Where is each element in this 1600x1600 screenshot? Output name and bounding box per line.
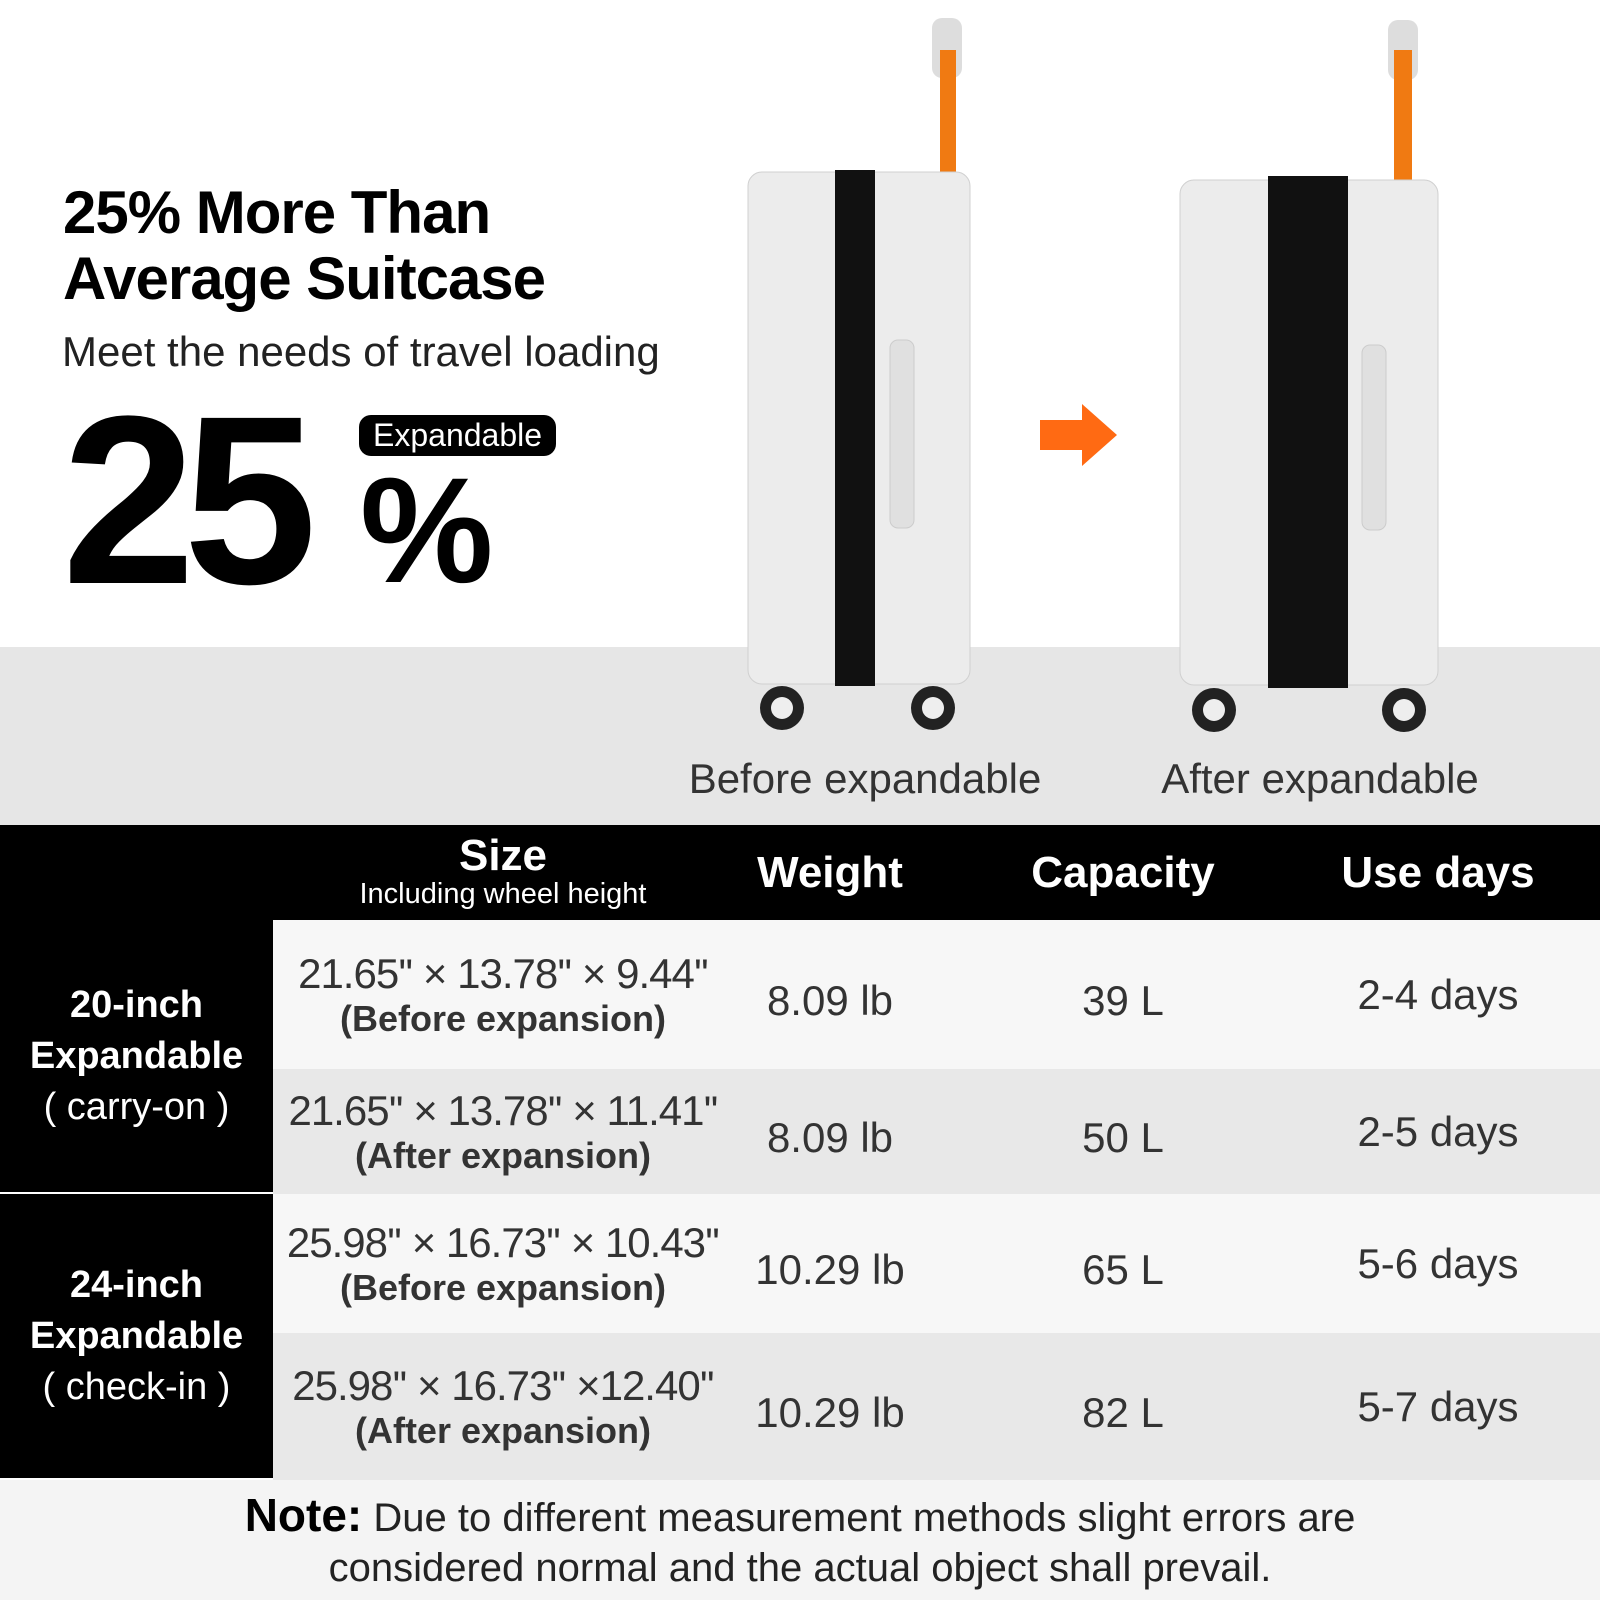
group-label: 20-inch Expandable ( carry-on ) xyxy=(0,920,273,1192)
weight: 8.09 lb xyxy=(766,976,894,1024)
table-row xyxy=(273,1069,1600,1194)
big-number: 25 xyxy=(62,366,317,634)
size-cell: 21.65'' × 13.78'' × 9.44'' (Before expans… xyxy=(278,920,728,1069)
capacity: 82 L xyxy=(1082,1388,1164,1436)
before-label: Before expandable xyxy=(688,755,1042,802)
note-text: Due to different measurement methods sli… xyxy=(373,1496,1356,1540)
title: 25% More Than Average Suitcase xyxy=(63,179,546,312)
suitcase-before xyxy=(747,18,971,730)
suitcase-after xyxy=(1179,20,1439,732)
size-cell: 25.98'' × 16.73'' × 10.43'' (Before expan… xyxy=(278,1194,728,1333)
state: (After expansion) xyxy=(354,1134,652,1176)
size: 21.65'' × 13.78'' × 11.41'' xyxy=(288,1086,718,1134)
days: 5-7 days xyxy=(1357,1382,1519,1430)
group-label-line: Expandable xyxy=(29,1314,244,1357)
group-label-line: 20-inch xyxy=(69,983,204,1026)
state: (Before expansion) xyxy=(339,1266,667,1308)
table-header xyxy=(0,825,1600,920)
arrow xyxy=(1040,404,1117,466)
note-area xyxy=(0,1480,1600,1600)
table-row xyxy=(273,920,1600,1069)
size: 25.98'' × 16.73'' ×12.40'' xyxy=(292,1361,714,1409)
subtitle: Meet the needs of travel loading xyxy=(62,328,660,375)
after-label: After expandable xyxy=(1161,755,1479,802)
state: (Before expansion) xyxy=(339,997,667,1039)
capacity: 39 L xyxy=(1082,976,1164,1024)
days: 2-4 days xyxy=(1357,970,1519,1018)
days: 5-6 days xyxy=(1357,1239,1519,1287)
weight: 8.09 lb xyxy=(766,1113,894,1161)
header-weight: Weight xyxy=(757,847,903,897)
size-cell: 25.98'' × 16.73'' ×12.40'' (After expansi… xyxy=(278,1333,728,1480)
group-label: 24-inch Expandable ( check-in ) xyxy=(0,1194,273,1478)
badge: Expandable xyxy=(359,415,557,456)
group-label-line: Expandable xyxy=(29,1034,244,1077)
group-label-line: ( check-in ) xyxy=(42,1365,231,1408)
title-line: 25% More Than xyxy=(63,179,491,246)
capacity: 50 L xyxy=(1082,1113,1164,1161)
group-label-line: 24-inch xyxy=(69,1263,204,1306)
header-size: Size xyxy=(458,831,548,880)
note-text: considered normal and the actual object … xyxy=(328,1546,1272,1590)
suitcase-illustration xyxy=(747,18,1439,732)
note-label: Note: xyxy=(244,1489,363,1541)
capacity: 65 L xyxy=(1082,1245,1164,1293)
title-line: Average Suitcase xyxy=(63,245,546,312)
header-capacity: Capacity xyxy=(1031,847,1215,897)
percent-sign: % xyxy=(360,446,494,614)
weight: 10.29 lb xyxy=(755,1245,905,1293)
table-row xyxy=(273,1333,1600,1480)
header-days: Use days xyxy=(1341,847,1535,897)
size-cell: 21.65'' × 13.78'' × 11.41'' (After expans… xyxy=(278,1069,728,1194)
header-size-note: Including wheel height xyxy=(359,878,647,910)
days: 2-5 days xyxy=(1357,1107,1519,1155)
size: 21.65'' × 13.78'' × 9.44'' xyxy=(298,949,709,997)
group-label-line: ( carry-on ) xyxy=(43,1085,230,1128)
weight: 10.29 lb xyxy=(755,1388,905,1436)
state: (After expansion) xyxy=(354,1409,652,1451)
table-row xyxy=(273,1194,1600,1333)
size: 25.98'' × 16.73'' × 10.43'' xyxy=(286,1218,720,1266)
note: Note: Due to different measurement metho… xyxy=(0,1490,1600,1593)
